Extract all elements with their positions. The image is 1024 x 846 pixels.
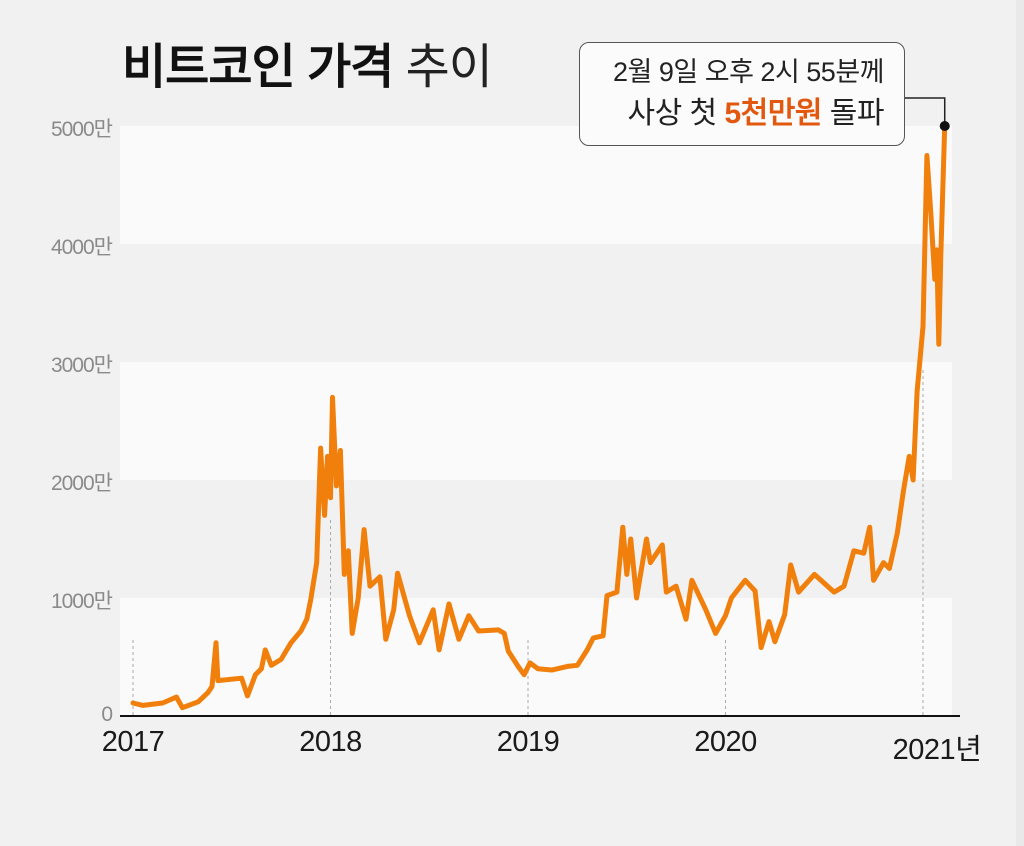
callout-line2-pre: 사상 첫 <box>627 97 725 130</box>
x-tick-label: 2019 <box>496 726 560 758</box>
x-tick-label: 2018 <box>299 726 362 758</box>
grid-band <box>120 598 952 716</box>
chart-title-bold: 비트코인 가격 <box>122 41 394 94</box>
year-gridlines <box>132 370 924 716</box>
right-edge-strip <box>1016 0 1024 846</box>
y-tick-label: 2000만 <box>50 472 113 495</box>
grid-bands <box>120 126 952 716</box>
y-tick-label: 3000만 <box>50 354 113 377</box>
annotation-callout: 2월 9일 오후 2시 55분께 사상 첫 5천만원 돌파 <box>579 42 905 146</box>
chart-title: 비트코인 가격 추이 <box>122 38 493 98</box>
y-tick-label: 0 <box>101 703 113 726</box>
callout-line1: 2월 9일 오후 2시 55분께 <box>613 57 884 87</box>
y-tick-label: 1000만 <box>50 590 113 613</box>
record-high-marker <box>939 121 950 131</box>
price-line <box>130 123 948 711</box>
grid-band <box>120 244 952 362</box>
grid-band <box>120 480 952 598</box>
x-tick-label: 2021년 <box>892 734 982 766</box>
callout-line2: 사상 첫 5천만원 돌파 <box>580 93 884 135</box>
callout-connector <box>905 97 946 126</box>
callout-highlight: 5천만원 <box>724 97 822 130</box>
y-tick-label: 5000만 <box>50 118 113 141</box>
x-tick-label: 2020 <box>694 726 757 758</box>
x-tick-label: 2017 <box>101 726 165 758</box>
grid-band <box>120 362 952 480</box>
y-tick-label: 4000만 <box>50 236 113 259</box>
chart-title-light: 추이 <box>405 41 493 94</box>
callout-line2-post: 돌파 <box>821 97 885 130</box>
